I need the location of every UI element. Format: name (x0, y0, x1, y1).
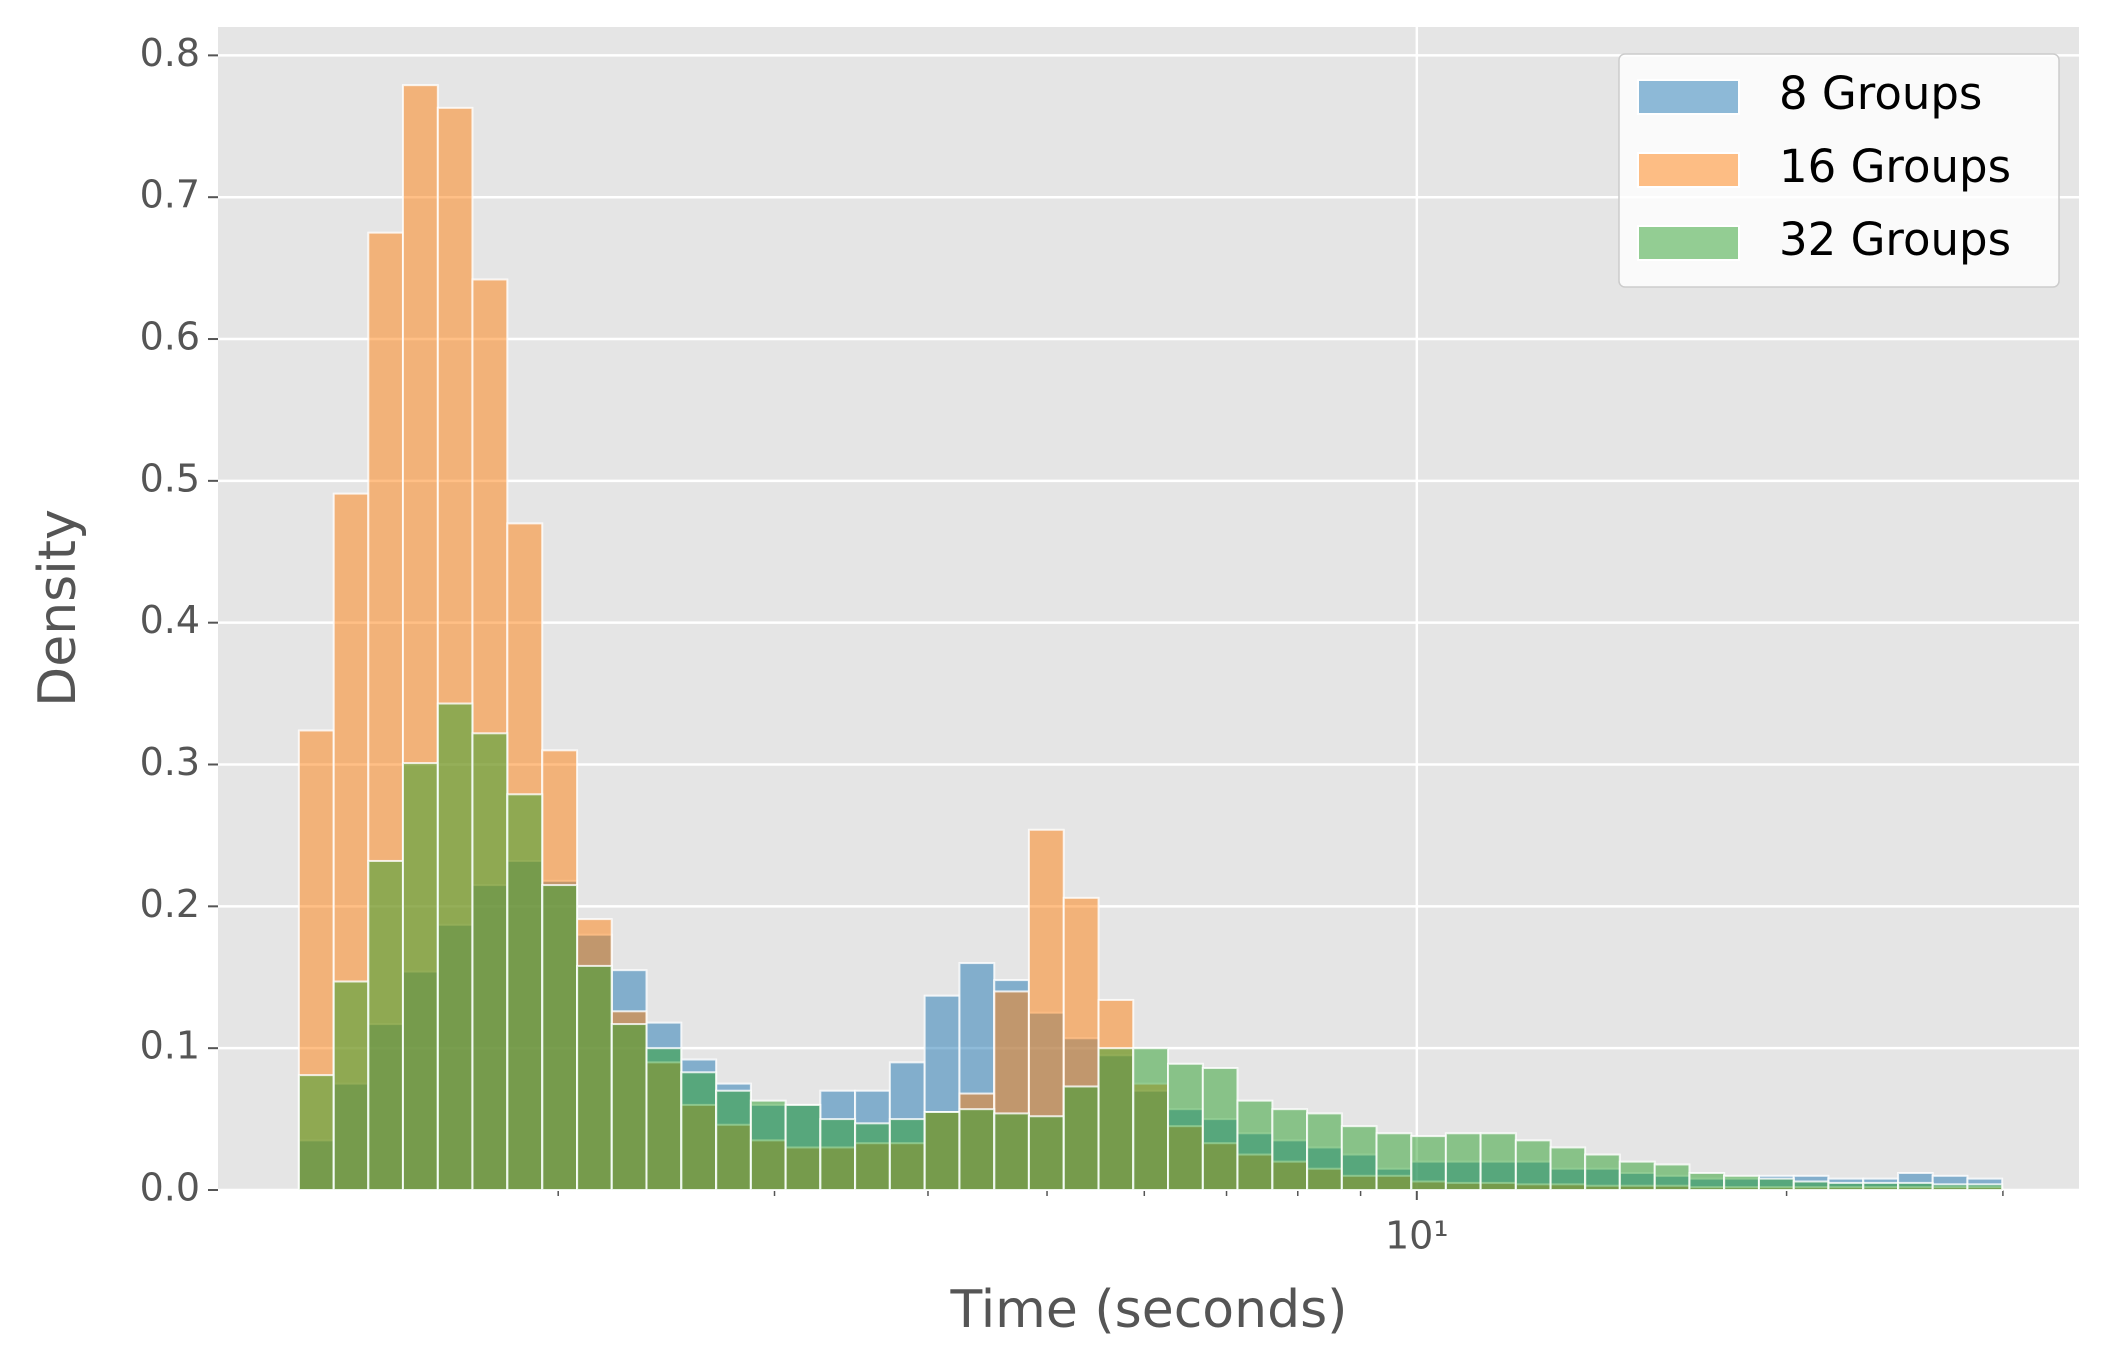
histogram-bar (1027, 1115, 1065, 1191)
histogram-bar (1897, 1181, 1934, 1192)
legend-label: 8 Groups (1779, 67, 1982, 120)
histogram-bar (1375, 1132, 1413, 1192)
histogram-bar (993, 1112, 1030, 1192)
histogram-bar (1444, 1132, 1482, 1192)
histogram-bar (1549, 1146, 1587, 1191)
histogram-bar (1862, 1181, 1900, 1192)
legend-label: 32 Groups (1779, 213, 2011, 266)
histogram-bar (541, 884, 579, 1191)
histogram-bar (749, 1099, 787, 1192)
histogram-bar (1653, 1163, 1691, 1191)
histogram-bar (436, 702, 474, 1192)
y-tick-label: 0.3 (140, 740, 200, 784)
histogram-bar (1966, 1183, 2004, 1191)
y-tick-label: 0.7 (140, 173, 200, 217)
y-tick-label: 0.6 (140, 315, 200, 359)
histogram-bar (1688, 1171, 1726, 1191)
histogram-bar (471, 732, 509, 1191)
histogram-bar (645, 1047, 683, 1192)
histogram-bar (1201, 1067, 1239, 1192)
legend-label: 16 Groups (1779, 140, 2011, 193)
histogram-bar (1062, 1085, 1100, 1191)
y-tick-label: 0.4 (140, 598, 200, 642)
histogram-bar (1340, 1125, 1378, 1192)
histogram-bar (784, 1103, 822, 1192)
histogram-bar (1479, 1132, 1517, 1192)
y-axis-label: Density (28, 509, 88, 707)
y-tick-label: 0.2 (140, 882, 200, 926)
histogram-bar (1757, 1177, 1795, 1192)
y-tick-label: 0.8 (140, 31, 200, 75)
legend-swatch (1637, 225, 1740, 261)
histogram-bar (923, 1110, 961, 1191)
histogram-bar (888, 1118, 926, 1191)
histogram-bar (401, 762, 439, 1191)
histogram-bar (332, 980, 370, 1192)
histogram-bar (1097, 1047, 1135, 1192)
legend-swatch (1637, 152, 1740, 188)
histogram-bar (680, 1071, 718, 1192)
x-tick-label: 10¹ (1385, 1214, 1449, 1258)
histogram-bar (506, 793, 544, 1191)
histogram-bar (297, 1074, 335, 1191)
histogram-bar (1167, 1062, 1204, 1192)
legend-swatch (1637, 79, 1740, 115)
histogram-bar (610, 1023, 648, 1192)
histogram-bar (958, 1108, 996, 1192)
histogram-bar (1514, 1139, 1552, 1191)
histogram-bar (1723, 1174, 1760, 1191)
y-tick-label: 0.5 (140, 456, 200, 500)
y-tick-label: 0.1 (140, 1024, 200, 1068)
histogram-bar (1827, 1181, 1865, 1192)
histogram-bar (1306, 1112, 1343, 1192)
histogram-bar (1410, 1135, 1447, 1191)
histogram-bar (1132, 1047, 1170, 1192)
histogram-bar (1618, 1160, 1656, 1192)
histogram-bar (819, 1118, 857, 1191)
histogram-bar (854, 1122, 891, 1191)
histogram-bar (367, 859, 404, 1192)
histogram-bar (1931, 1183, 1969, 1191)
histogram-bar (576, 964, 613, 1191)
histogram-bar (1271, 1108, 1309, 1192)
histogram-bar (1792, 1180, 1830, 1191)
histogram-bar (1236, 1099, 1274, 1192)
histogram-bar (715, 1089, 752, 1191)
y-tick-label: 0.0 (140, 1166, 200, 1210)
histogram-bar (1584, 1153, 1621, 1192)
x-axis-label: Time (seconds) (950, 1280, 1348, 1340)
